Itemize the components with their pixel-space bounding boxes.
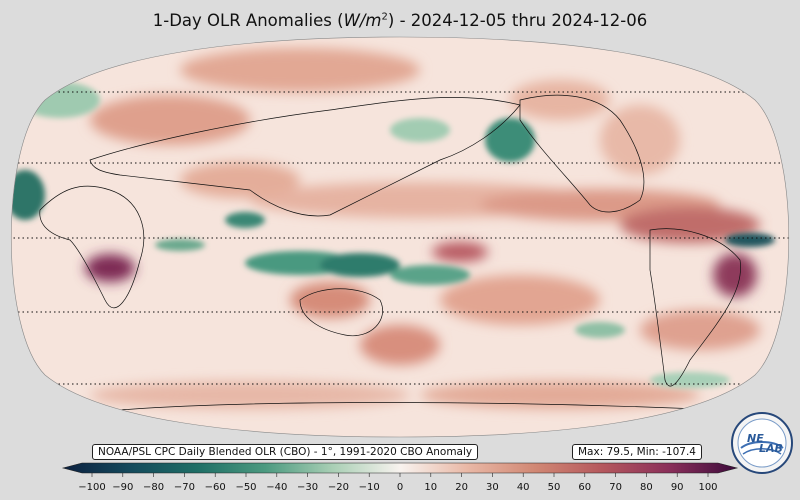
colorbar-tick-label: −50	[235, 482, 257, 493]
colorbar-tick-label: −90	[112, 482, 134, 493]
colorbar-tick-label: −70	[173, 482, 195, 493]
map-title: 1-Day OLR Anomalies (W/m2) - 2024-12-05 …	[152, 11, 648, 30]
colorbar-tick-label: −60	[204, 482, 226, 493]
colorbar-tick-label: 30	[486, 482, 499, 493]
negative-anomaly-patches	[11, 82, 775, 388]
colorbar-bar	[61, 462, 739, 474]
colorbar-tick-label: −20	[327, 482, 349, 493]
colorbar-tick-label: −10	[358, 482, 380, 493]
colorbar-tick-label: 70	[609, 482, 622, 493]
nee-lab-logo: NE LAB	[731, 412, 793, 474]
logo-text-lab: LAB	[759, 442, 783, 455]
coastlines	[39, 94, 741, 411]
colorbar-tick-label: −100	[78, 482, 106, 493]
colorbar-tick-label: 60	[578, 482, 592, 493]
colorbar-tick-label: 90	[670, 482, 684, 493]
map-field	[11, 37, 789, 437]
colorbar-tick-label: 10	[424, 482, 438, 493]
colorbar	[61, 462, 739, 477]
colorbar-tick-label: −40	[266, 482, 288, 493]
colorbar-tick-label: 0	[396, 482, 404, 493]
colorbar-tick-label: 20	[455, 482, 468, 493]
colorbar-tick-labels: −100 −90 −80 −70 −60 −50 −40 −30 −20 −10 0 10 20 30 40…	[0, 482, 800, 496]
positive-anomaly-patches	[85, 48, 760, 409]
colorbar-tick-label: −80	[143, 482, 165, 493]
colorbar-tick-label: 40	[516, 482, 530, 493]
latitude-grid	[11, 91, 789, 385]
colorbar-tick-label: 50	[547, 482, 561, 493]
colorbar-tick-label: 80	[640, 482, 653, 493]
source-label: NOAA/PSL CPC Daily Blended OLR (CBO) - 1…	[92, 444, 479, 460]
colorbar-tick-label: 100	[698, 482, 718, 493]
logo-text-ne: NE	[747, 432, 764, 445]
stats-label: Max: 79.5, Min: -107.4	[572, 444, 702, 460]
colorbar-tick-label: −30	[297, 482, 319, 493]
